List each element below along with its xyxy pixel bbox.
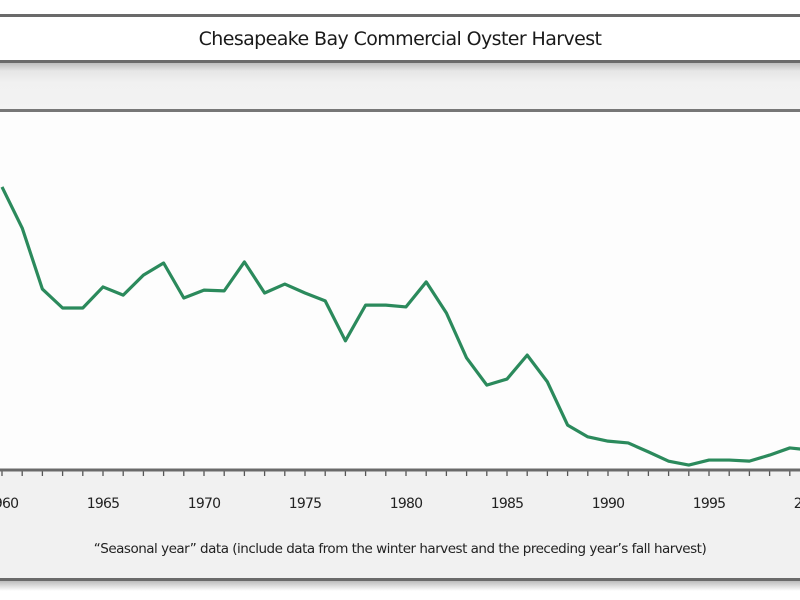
x-tick-label-2000: 2000 — [794, 496, 800, 512]
data-points — [1, 186, 790, 466]
x-tick-label-1980: 1980 — [390, 496, 422, 512]
x-tick-label-1975: 1975 — [289, 496, 321, 512]
harvest-series-line — [0, 186, 800, 467]
x-axis-tick-labels: 1960 1965 1970 1975 1980 1985 1990 1995 2000 — [0, 496, 800, 512]
x-tick-label-1995: 1995 — [693, 496, 725, 512]
x-tick-label-1970: 1970 — [188, 496, 220, 512]
frame-shadow — [0, 581, 800, 591]
header-band — [0, 63, 800, 110]
x-tick-label-1985: 1985 — [491, 496, 523, 512]
x-tick-label-1960: 1960 — [0, 496, 18, 512]
x-tick-label-1990: 1990 — [592, 496, 624, 512]
chart-title: Chesapeake Bay Commercial Oyster Harvest — [198, 27, 602, 50]
plot-area — [0, 112, 800, 470]
title-banner: Chesapeake Bay Commercial Oyster Harvest — [0, 14, 800, 63]
x-tick-label-1965: 1965 — [87, 496, 119, 512]
seasonal-year-note: “Seasonal year” data (include data from … — [93, 541, 707, 557]
